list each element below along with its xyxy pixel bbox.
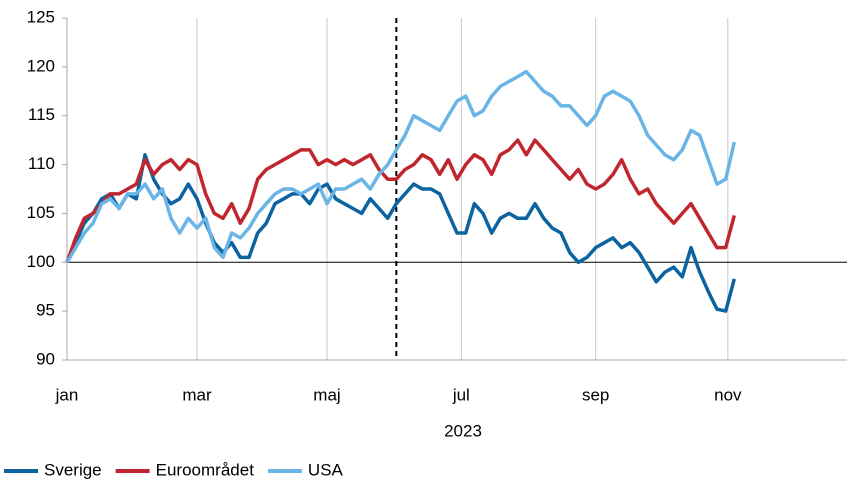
y-tick-label: 90 — [36, 349, 55, 368]
legend-label: Sverige — [44, 460, 102, 479]
y-tick-label: 105 — [27, 203, 55, 222]
x-tick-label: nov — [714, 385, 742, 404]
legend-label: USA — [308, 460, 344, 479]
x-tick-label: mar — [182, 385, 212, 404]
series-line — [65, 153, 736, 313]
legend-label: Euroområdet — [156, 460, 255, 479]
x-tick-label: maj — [313, 385, 340, 404]
y-tick-label: 95 — [36, 301, 55, 320]
y-tick-label: 100 — [27, 252, 55, 271]
x-tick-label: jul — [452, 385, 470, 404]
y-tick-label: 110 — [28, 154, 55, 173]
y-tick-label: 125 — [27, 7, 55, 26]
x-axis-label: 2023 — [444, 421, 482, 440]
series-line — [65, 138, 736, 263]
x-tick-label: sep — [582, 385, 609, 404]
y-tick-label: 115 — [28, 105, 55, 124]
y-tick-label: 120 — [27, 56, 55, 75]
x-tick-label: jan — [55, 385, 79, 404]
series-line — [65, 69, 737, 264]
